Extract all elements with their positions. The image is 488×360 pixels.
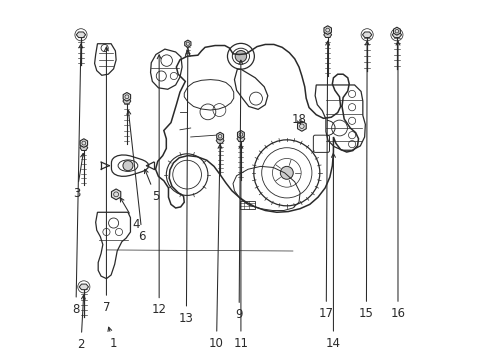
Text: 2: 2 xyxy=(77,295,85,351)
Circle shape xyxy=(280,166,293,179)
Polygon shape xyxy=(391,32,401,37)
Polygon shape xyxy=(76,32,85,37)
Text: 6: 6 xyxy=(126,111,146,243)
Text: 8: 8 xyxy=(72,44,82,316)
Text: 16: 16 xyxy=(390,41,405,320)
Text: 3: 3 xyxy=(73,153,84,200)
Text: 17: 17 xyxy=(318,41,333,320)
Polygon shape xyxy=(216,132,223,140)
Text: 4: 4 xyxy=(120,198,140,231)
Polygon shape xyxy=(362,32,371,37)
Polygon shape xyxy=(216,138,224,143)
Polygon shape xyxy=(324,26,331,35)
Text: 10: 10 xyxy=(209,144,224,350)
Polygon shape xyxy=(80,145,88,150)
Polygon shape xyxy=(237,131,244,138)
Circle shape xyxy=(122,161,133,171)
Polygon shape xyxy=(122,98,131,104)
Polygon shape xyxy=(323,32,331,37)
Polygon shape xyxy=(297,121,305,131)
Text: 18: 18 xyxy=(291,113,306,126)
Polygon shape xyxy=(123,93,130,101)
Text: 9: 9 xyxy=(235,60,243,321)
Text: 13: 13 xyxy=(179,50,193,325)
Polygon shape xyxy=(237,136,244,141)
Text: 7: 7 xyxy=(102,47,110,314)
Text: 12: 12 xyxy=(151,55,166,316)
Circle shape xyxy=(235,50,246,62)
Text: 5: 5 xyxy=(144,169,159,203)
Text: 14: 14 xyxy=(325,153,340,350)
Text: 11: 11 xyxy=(233,144,248,350)
Polygon shape xyxy=(184,40,190,47)
Text: 15: 15 xyxy=(358,41,373,320)
Text: 1: 1 xyxy=(108,327,117,350)
Polygon shape xyxy=(80,139,87,147)
Polygon shape xyxy=(393,27,400,35)
Polygon shape xyxy=(79,284,88,290)
Polygon shape xyxy=(111,189,121,200)
